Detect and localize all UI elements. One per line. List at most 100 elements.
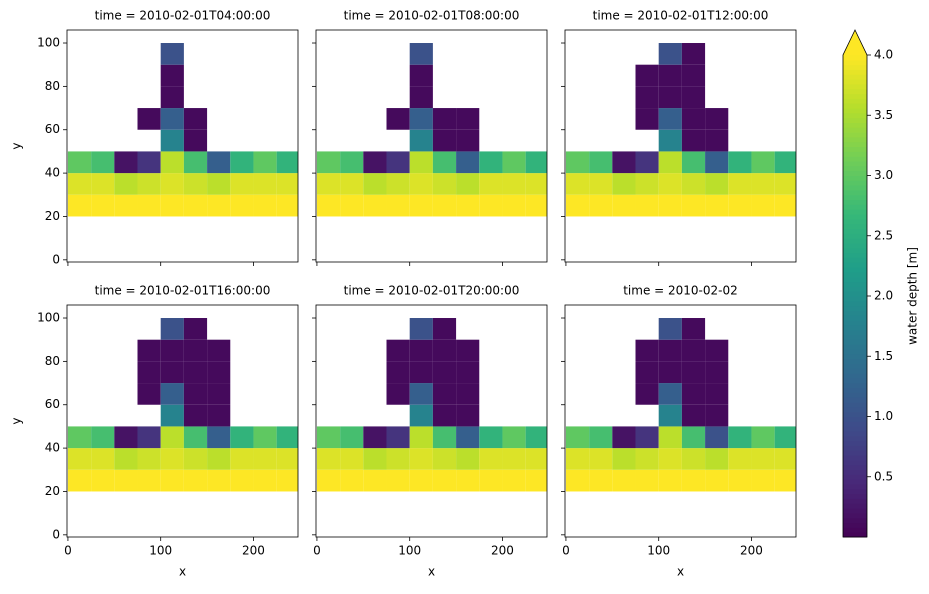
cell <box>363 194 387 217</box>
cell <box>705 469 729 492</box>
colorbar-step <box>843 445 867 451</box>
cell <box>137 151 161 174</box>
cell <box>253 448 277 470</box>
cell <box>160 383 184 405</box>
cell <box>565 469 590 492</box>
y-tick-label: 0 <box>52 527 60 541</box>
cell <box>137 426 161 449</box>
cell <box>253 469 277 492</box>
cell <box>207 173 231 195</box>
cell <box>137 469 161 492</box>
cell <box>409 448 433 470</box>
cell <box>386 108 410 130</box>
cell <box>114 448 138 470</box>
cell <box>160 86 184 109</box>
colorbar-step <box>843 503 867 509</box>
cell <box>589 448 613 470</box>
cell <box>363 426 387 449</box>
cell <box>565 426 590 449</box>
cell <box>67 448 92 470</box>
cell <box>705 151 729 174</box>
cell <box>502 469 526 492</box>
cell <box>91 426 115 449</box>
cell <box>502 194 526 217</box>
cell <box>409 64 433 87</box>
cell <box>635 86 659 109</box>
axes-frame <box>315 304 548 538</box>
cell <box>386 194 410 217</box>
cell <box>340 448 364 470</box>
colorbar-step <box>843 300 867 307</box>
cell <box>705 129 729 152</box>
cell <box>681 151 706 174</box>
cell <box>635 194 659 217</box>
cell <box>502 448 526 470</box>
cell <box>386 383 410 405</box>
cell <box>774 194 796 217</box>
cell <box>160 108 184 130</box>
cell <box>635 469 659 492</box>
cell <box>137 361 161 384</box>
cell <box>525 426 547 449</box>
y-tick-label: 80 <box>45 79 60 93</box>
cell <box>705 173 729 195</box>
colorbar-step <box>843 132 867 138</box>
cell <box>658 108 682 130</box>
colorbar-extend <box>843 30 867 55</box>
cell <box>207 151 231 174</box>
axes-frame <box>66 29 299 263</box>
cell <box>160 173 184 195</box>
y-tick-label: 80 <box>45 354 60 368</box>
x-tick-label: 0 <box>64 544 72 558</box>
cell <box>751 173 775 195</box>
colorbar-tick-label: 2.0 <box>874 289 893 303</box>
cell <box>316 448 341 470</box>
colorbar-step <box>843 281 867 287</box>
cell <box>635 151 659 174</box>
cell <box>340 173 364 195</box>
colorbar-step <box>843 189 867 196</box>
cell <box>230 173 254 195</box>
cell <box>658 194 682 217</box>
cell <box>456 361 480 384</box>
colorbar-step <box>843 469 867 475</box>
colorbar-step <box>843 247 867 254</box>
cell <box>137 339 161 362</box>
colorbar-step <box>843 353 867 360</box>
colorbar-step <box>843 387 867 393</box>
cell <box>137 383 161 405</box>
cell <box>363 448 387 470</box>
cell <box>681 383 706 405</box>
cell <box>705 339 729 362</box>
cell <box>160 151 184 174</box>
colorbar-step <box>843 416 867 422</box>
colorbar-tick-label: 2.5 <box>874 228 893 242</box>
cell <box>589 194 613 217</box>
cell <box>386 339 410 362</box>
colorbar-tick-label: 3.0 <box>874 168 893 182</box>
y-tick-label: 60 <box>45 397 60 411</box>
cell <box>207 339 231 362</box>
cell <box>589 151 613 174</box>
cell <box>183 129 208 152</box>
cell <box>565 151 590 174</box>
colorbar-step <box>843 194 867 201</box>
cell <box>386 448 410 470</box>
cell <box>183 361 208 384</box>
cell <box>681 173 706 195</box>
colorbar-step <box>843 291 867 297</box>
cell <box>658 448 682 470</box>
colorbar-step <box>843 88 867 95</box>
colorbar-step <box>843 329 867 336</box>
y-tick-label: 0 <box>52 252 60 266</box>
cell <box>681 426 706 449</box>
cell <box>230 426 254 449</box>
cell <box>363 151 387 174</box>
cell <box>316 194 341 217</box>
colorbar-step <box>843 59 867 66</box>
cell <box>91 469 115 492</box>
cell <box>479 194 503 217</box>
cell <box>635 426 659 449</box>
colorbar-step <box>843 440 867 446</box>
colorbar-step <box>843 242 867 249</box>
